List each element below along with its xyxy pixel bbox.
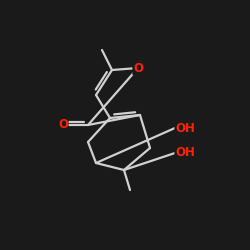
- Text: O: O: [133, 62, 143, 74]
- Text: O: O: [58, 118, 68, 132]
- Text: OH: OH: [175, 122, 195, 134]
- Text: OH: OH: [175, 146, 195, 160]
